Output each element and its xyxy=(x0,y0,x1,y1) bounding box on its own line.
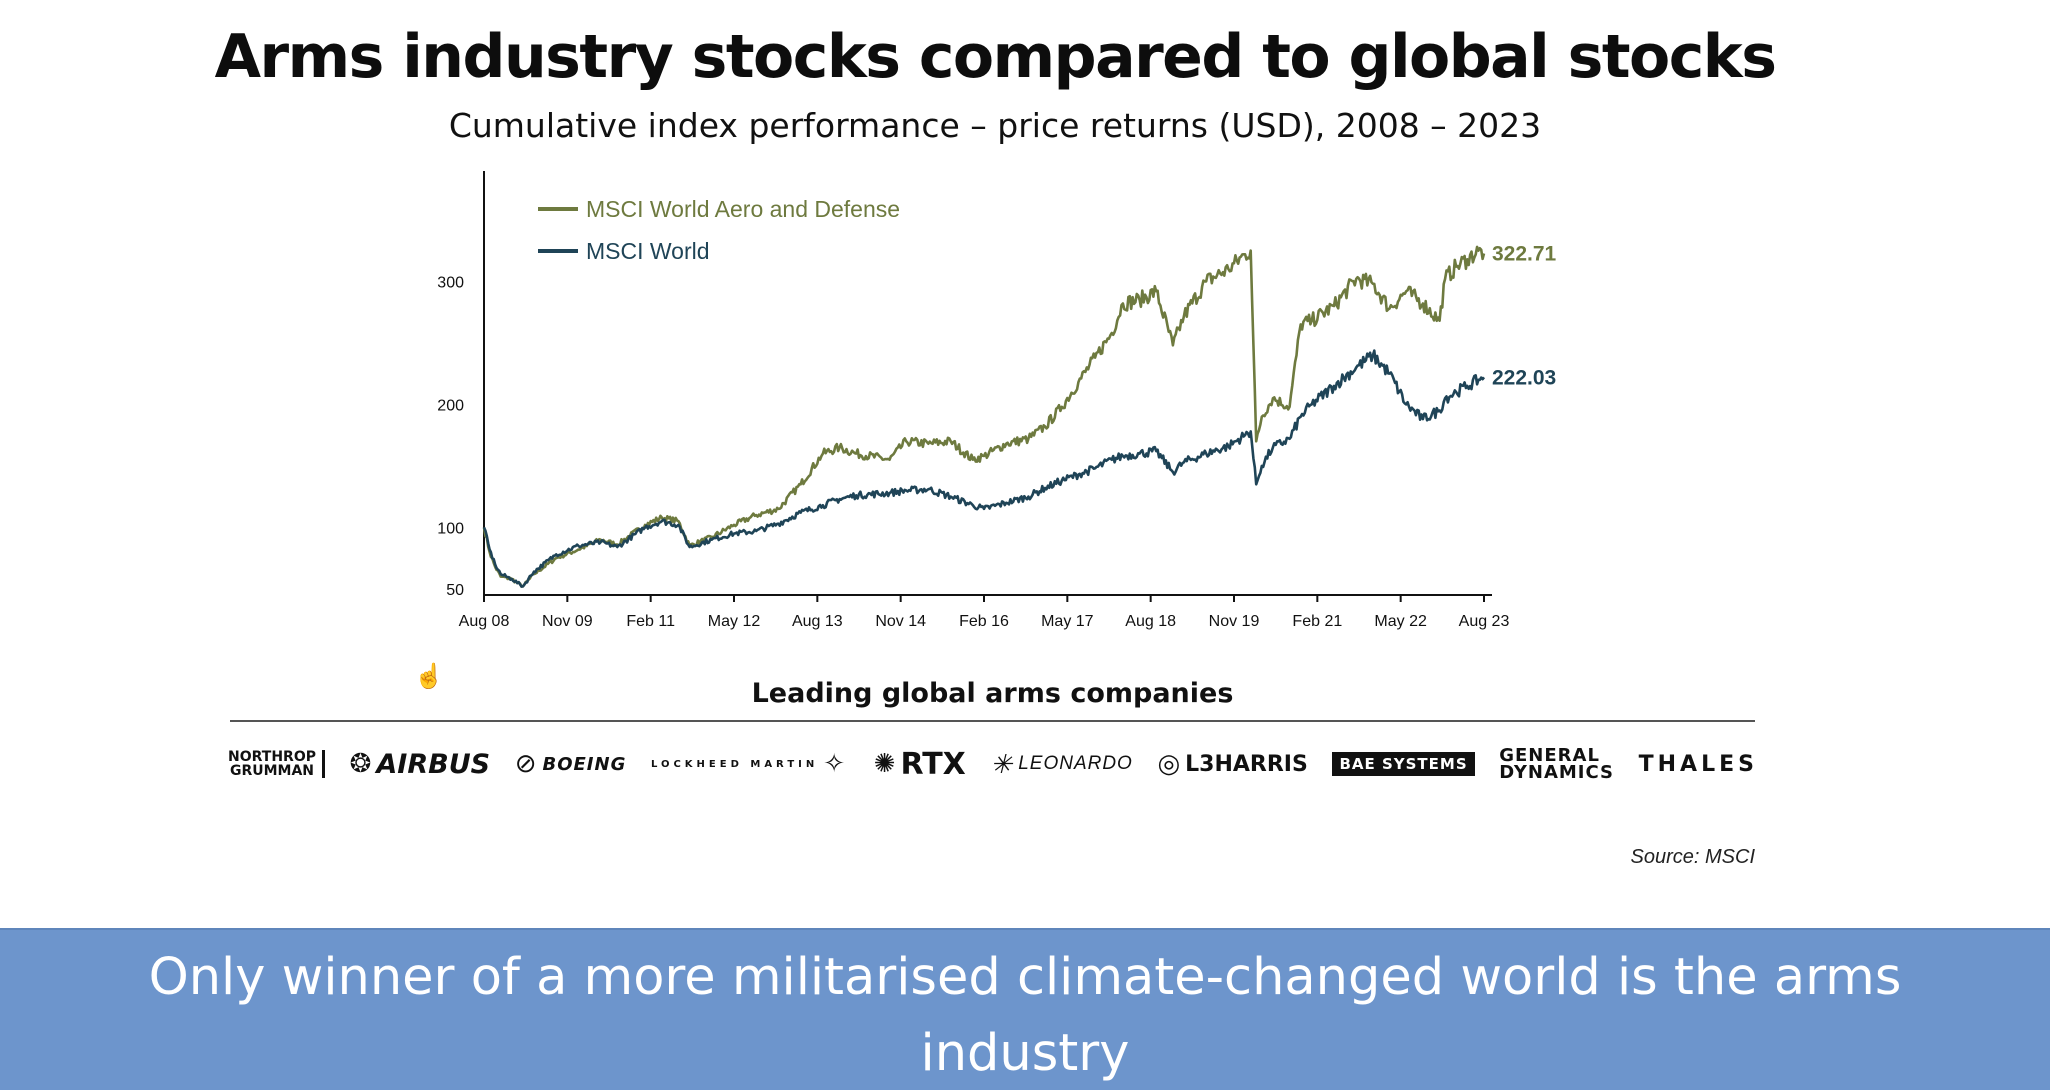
x-tick-label: May 17 xyxy=(1041,613,1094,630)
line-chart: 50 100 200 300 Aug 08 Nov 09 Feb 11 May 12 Aug 1… xyxy=(437,171,1557,630)
end-labels: 322.71 222.03 xyxy=(1492,242,1557,389)
general-dynamics-logo: GENERAL DYNAMICS xyxy=(1499,745,1615,783)
x-tick-label: Aug 23 xyxy=(1459,613,1510,630)
gd-line2: DYNAMICS xyxy=(1499,762,1615,783)
company-logos: NORTHROP GRUMMAN ❂ AIRBUS ⊘ BOEING LOCKHE… xyxy=(228,738,1758,790)
x-tick-label: Aug 18 xyxy=(1125,613,1176,630)
chart-axes: 50 100 200 300 Aug 08 Nov 09 Feb 11 May 12 Aug 1… xyxy=(437,171,1509,630)
x-tick-label: Feb 16 xyxy=(959,613,1009,630)
legend-label-0: MSCI World Aero and Defense xyxy=(586,196,900,222)
series-line-0 xyxy=(482,245,1486,588)
northrop-grumman-logo: NORTHROP GRUMMAN xyxy=(228,750,325,778)
x-tick-label: Nov 14 xyxy=(875,613,926,630)
x-tick-label: May 12 xyxy=(708,613,761,630)
series-line-1 xyxy=(482,349,1486,588)
northrop-line2: GRUMMAN xyxy=(229,763,315,779)
chart-legend: MSCI World Aero and Defense MSCI World xyxy=(538,196,900,264)
x-tick-label: Aug 13 xyxy=(792,613,843,630)
x-tick-label: Feb 21 xyxy=(1292,613,1342,630)
rtx-logo: ✺ RTX xyxy=(874,747,966,782)
lockheed-star-icon: ✧ xyxy=(823,749,850,779)
thales-wordmark: THALES xyxy=(1638,751,1758,777)
hand-cursor-icon: ☝ xyxy=(414,663,444,690)
lockheed-wordmark: LOCKHEED MARTIN xyxy=(650,758,819,770)
leonardo-logo: ✳ LEONARDO xyxy=(990,749,1132,780)
l3harris-wordmark: L3HARRIS xyxy=(1185,751,1308,777)
chart-title: Arms industry stocks compared to global … xyxy=(214,22,1777,92)
x-tick-label: May 22 xyxy=(1374,613,1427,630)
boeing-logo: ⊘ BOEING xyxy=(515,749,627,779)
l3harris-globe-icon: ◎ xyxy=(1157,749,1181,779)
x-tick-label: Feb 11 xyxy=(626,613,675,630)
caption-text: Only winner of a more militarised climat… xyxy=(148,948,1902,1083)
x-tick-label: Aug 08 xyxy=(459,613,510,630)
series-end-label-0: 322.71 xyxy=(1492,242,1557,265)
bae-systems-logo: BAE SYSTEMS xyxy=(1332,752,1475,776)
x-tick-label: Nov 19 xyxy=(1209,613,1260,630)
rtx-burst-icon: ✺ xyxy=(873,749,896,779)
y-tick-label: 200 xyxy=(437,397,464,414)
l3harris-logo: ◎ L3HARRIS xyxy=(1157,749,1307,779)
lockheed-martin-logo: LOCKHEED MARTIN ✧ xyxy=(651,749,849,779)
section-divider xyxy=(230,720,1755,722)
y-tick-label: 50 xyxy=(446,582,464,599)
gd-line1: GENERAL xyxy=(1499,745,1600,766)
airbus-logo: ❂ AIRBUS xyxy=(350,749,490,780)
series-layer xyxy=(482,245,1486,588)
thales-logo: THALES xyxy=(1639,752,1758,777)
source-note: Source: MSCI xyxy=(1630,846,1755,868)
leonardo-star-icon: ✳ xyxy=(990,748,1014,779)
airbus-swirl-icon: ❂ xyxy=(349,749,372,779)
leonardo-wordmark: LEONARDO xyxy=(1018,753,1133,774)
chart-subtitle: Cumulative index performance – price ret… xyxy=(448,106,1542,145)
series-end-label-1: 222.03 xyxy=(1492,366,1556,389)
airbus-wordmark: AIRBUS xyxy=(376,748,491,780)
northrop-line1: NORTHROP xyxy=(228,749,316,765)
x-tick-label: Nov 09 xyxy=(542,613,593,630)
y-tick-label: 100 xyxy=(437,520,464,537)
boeing-wordmark: BOEING xyxy=(542,753,627,775)
caption-bar: Only winner of a more militarised climat… xyxy=(0,928,2050,1090)
section-title: Leading global arms companies xyxy=(751,678,1234,709)
rtx-wordmark: RTX xyxy=(900,746,966,782)
bae-wordmark: BAE SYSTEMS xyxy=(1339,755,1468,773)
boeing-ring-icon: ⊘ xyxy=(514,749,538,779)
legend-label-1: MSCI World xyxy=(586,238,710,264)
y-tick-label: 300 xyxy=(437,274,464,291)
